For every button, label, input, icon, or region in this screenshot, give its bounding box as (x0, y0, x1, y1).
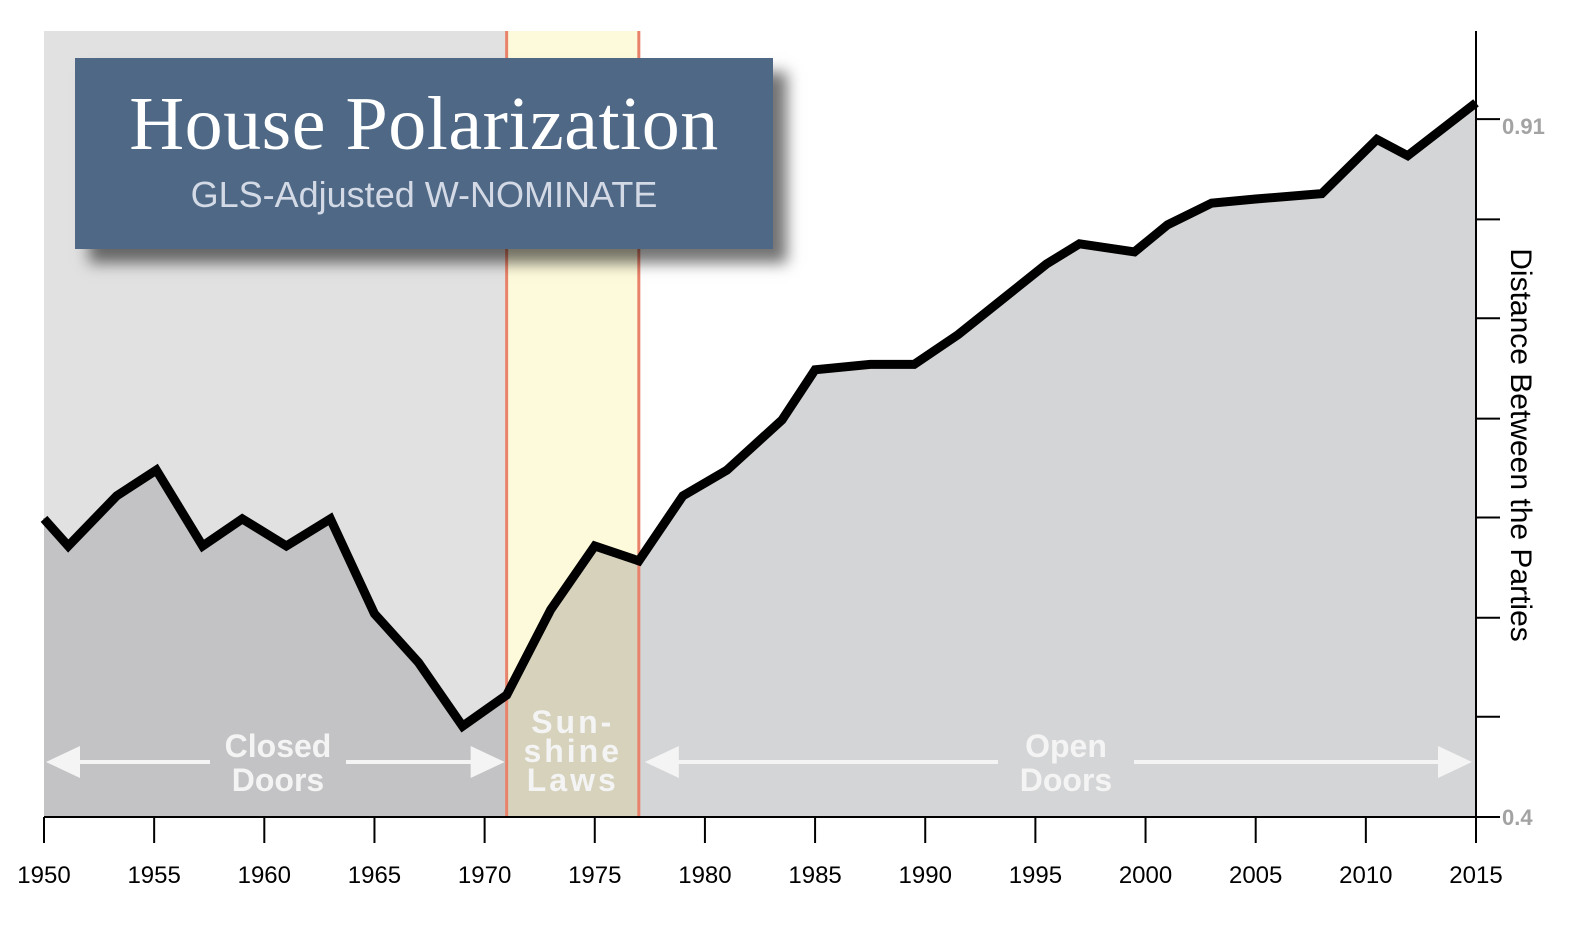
data-point (462, 725, 464, 727)
open-doors-area (638, 102, 1476, 817)
sunshine-laws-label-line-2: shine (523, 733, 622, 769)
area-fills (44, 102, 1476, 817)
data-point (1321, 193, 1323, 195)
data-point (594, 545, 596, 547)
closed-doors-label-line-2: Doors (232, 762, 324, 798)
closed-doors-label-line-1: Closed (225, 728, 332, 764)
data-point (1407, 155, 1409, 157)
x-tick-label-1970: 1970 (458, 862, 511, 889)
data-point (1211, 202, 1213, 204)
data-point (682, 495, 684, 497)
data-point (285, 545, 287, 547)
data-point (638, 560, 640, 562)
data-point (155, 469, 157, 471)
open-doors-label-line-2: Doors (1020, 762, 1112, 798)
data-point (814, 369, 816, 371)
x-tick-label-2015: 2015 (1449, 862, 1502, 889)
x-tick-label-1985: 1985 (788, 862, 841, 889)
x-tick-label-1990: 1990 (899, 862, 952, 889)
x-tick-label-2010: 2010 (1339, 862, 1392, 889)
data-point (726, 469, 728, 471)
y-tick-label-0.91: 0.91 (1502, 114, 1545, 139)
x-tick-label-2000: 2000 (1119, 862, 1172, 889)
data-point (116, 495, 118, 497)
data-point (43, 518, 45, 520)
data-point (781, 419, 783, 421)
data-point (1078, 243, 1080, 245)
data-point (1045, 263, 1047, 265)
closed-doors-area (44, 470, 507, 817)
sunshine-laws-area (506, 545, 639, 817)
x-tick-label-1975: 1975 (568, 862, 621, 889)
data-point (1376, 138, 1378, 140)
open-doors-arrow-right (1438, 746, 1472, 778)
sunshine-laws-label-line-3: Laws (527, 762, 619, 798)
data-point (418, 662, 420, 664)
data-point (506, 694, 508, 696)
open-doors-label-line-1: Open (1025, 728, 1107, 764)
data-point (957, 334, 959, 336)
x-tick-label-1960: 1960 (238, 862, 291, 889)
chart-subtitle: GLS-Adjusted W-NOMINATE (190, 174, 658, 215)
closed-doors-arrow-right (470, 746, 505, 778)
data-point (913, 363, 915, 365)
sunshine-laws-label-line-1: Sun- (531, 704, 614, 740)
x-tick-label-1995: 1995 (1009, 862, 1062, 889)
data-point (869, 363, 871, 365)
data-point (329, 518, 331, 520)
data-point (1001, 298, 1003, 300)
x-tick-label-1980: 1980 (678, 862, 731, 889)
x-tick-label-1955: 1955 (127, 862, 180, 889)
axes: 1950 1955 1960 1965 1970 1975 1980 1985 1990 1995… (17, 31, 1545, 889)
data-point (1167, 224, 1169, 226)
chart-title: House Polarization (129, 82, 719, 166)
x-tick-label-1950: 1950 (17, 862, 70, 889)
data-point (1134, 251, 1136, 253)
x-tick-label-2005: 2005 (1229, 862, 1282, 889)
y-axis-label: Distance Between the Parties (1504, 248, 1537, 642)
open-doors-arrow-left (644, 746, 679, 778)
data-point (241, 518, 243, 520)
x-tick-label-1965: 1965 (348, 862, 401, 889)
closed-doors-arrow-left (46, 746, 80, 778)
data-point (202, 545, 204, 547)
y-tick-label-0.4: 0.4 (1502, 805, 1533, 830)
polarization-line (40, 99, 1479, 733)
title-box: House Polarization GLS-Adjusted W-NOMINA… (75, 58, 773, 249)
data-point (373, 613, 375, 615)
data-point (1255, 198, 1257, 200)
data-point (550, 609, 552, 611)
data-point (67, 545, 69, 547)
